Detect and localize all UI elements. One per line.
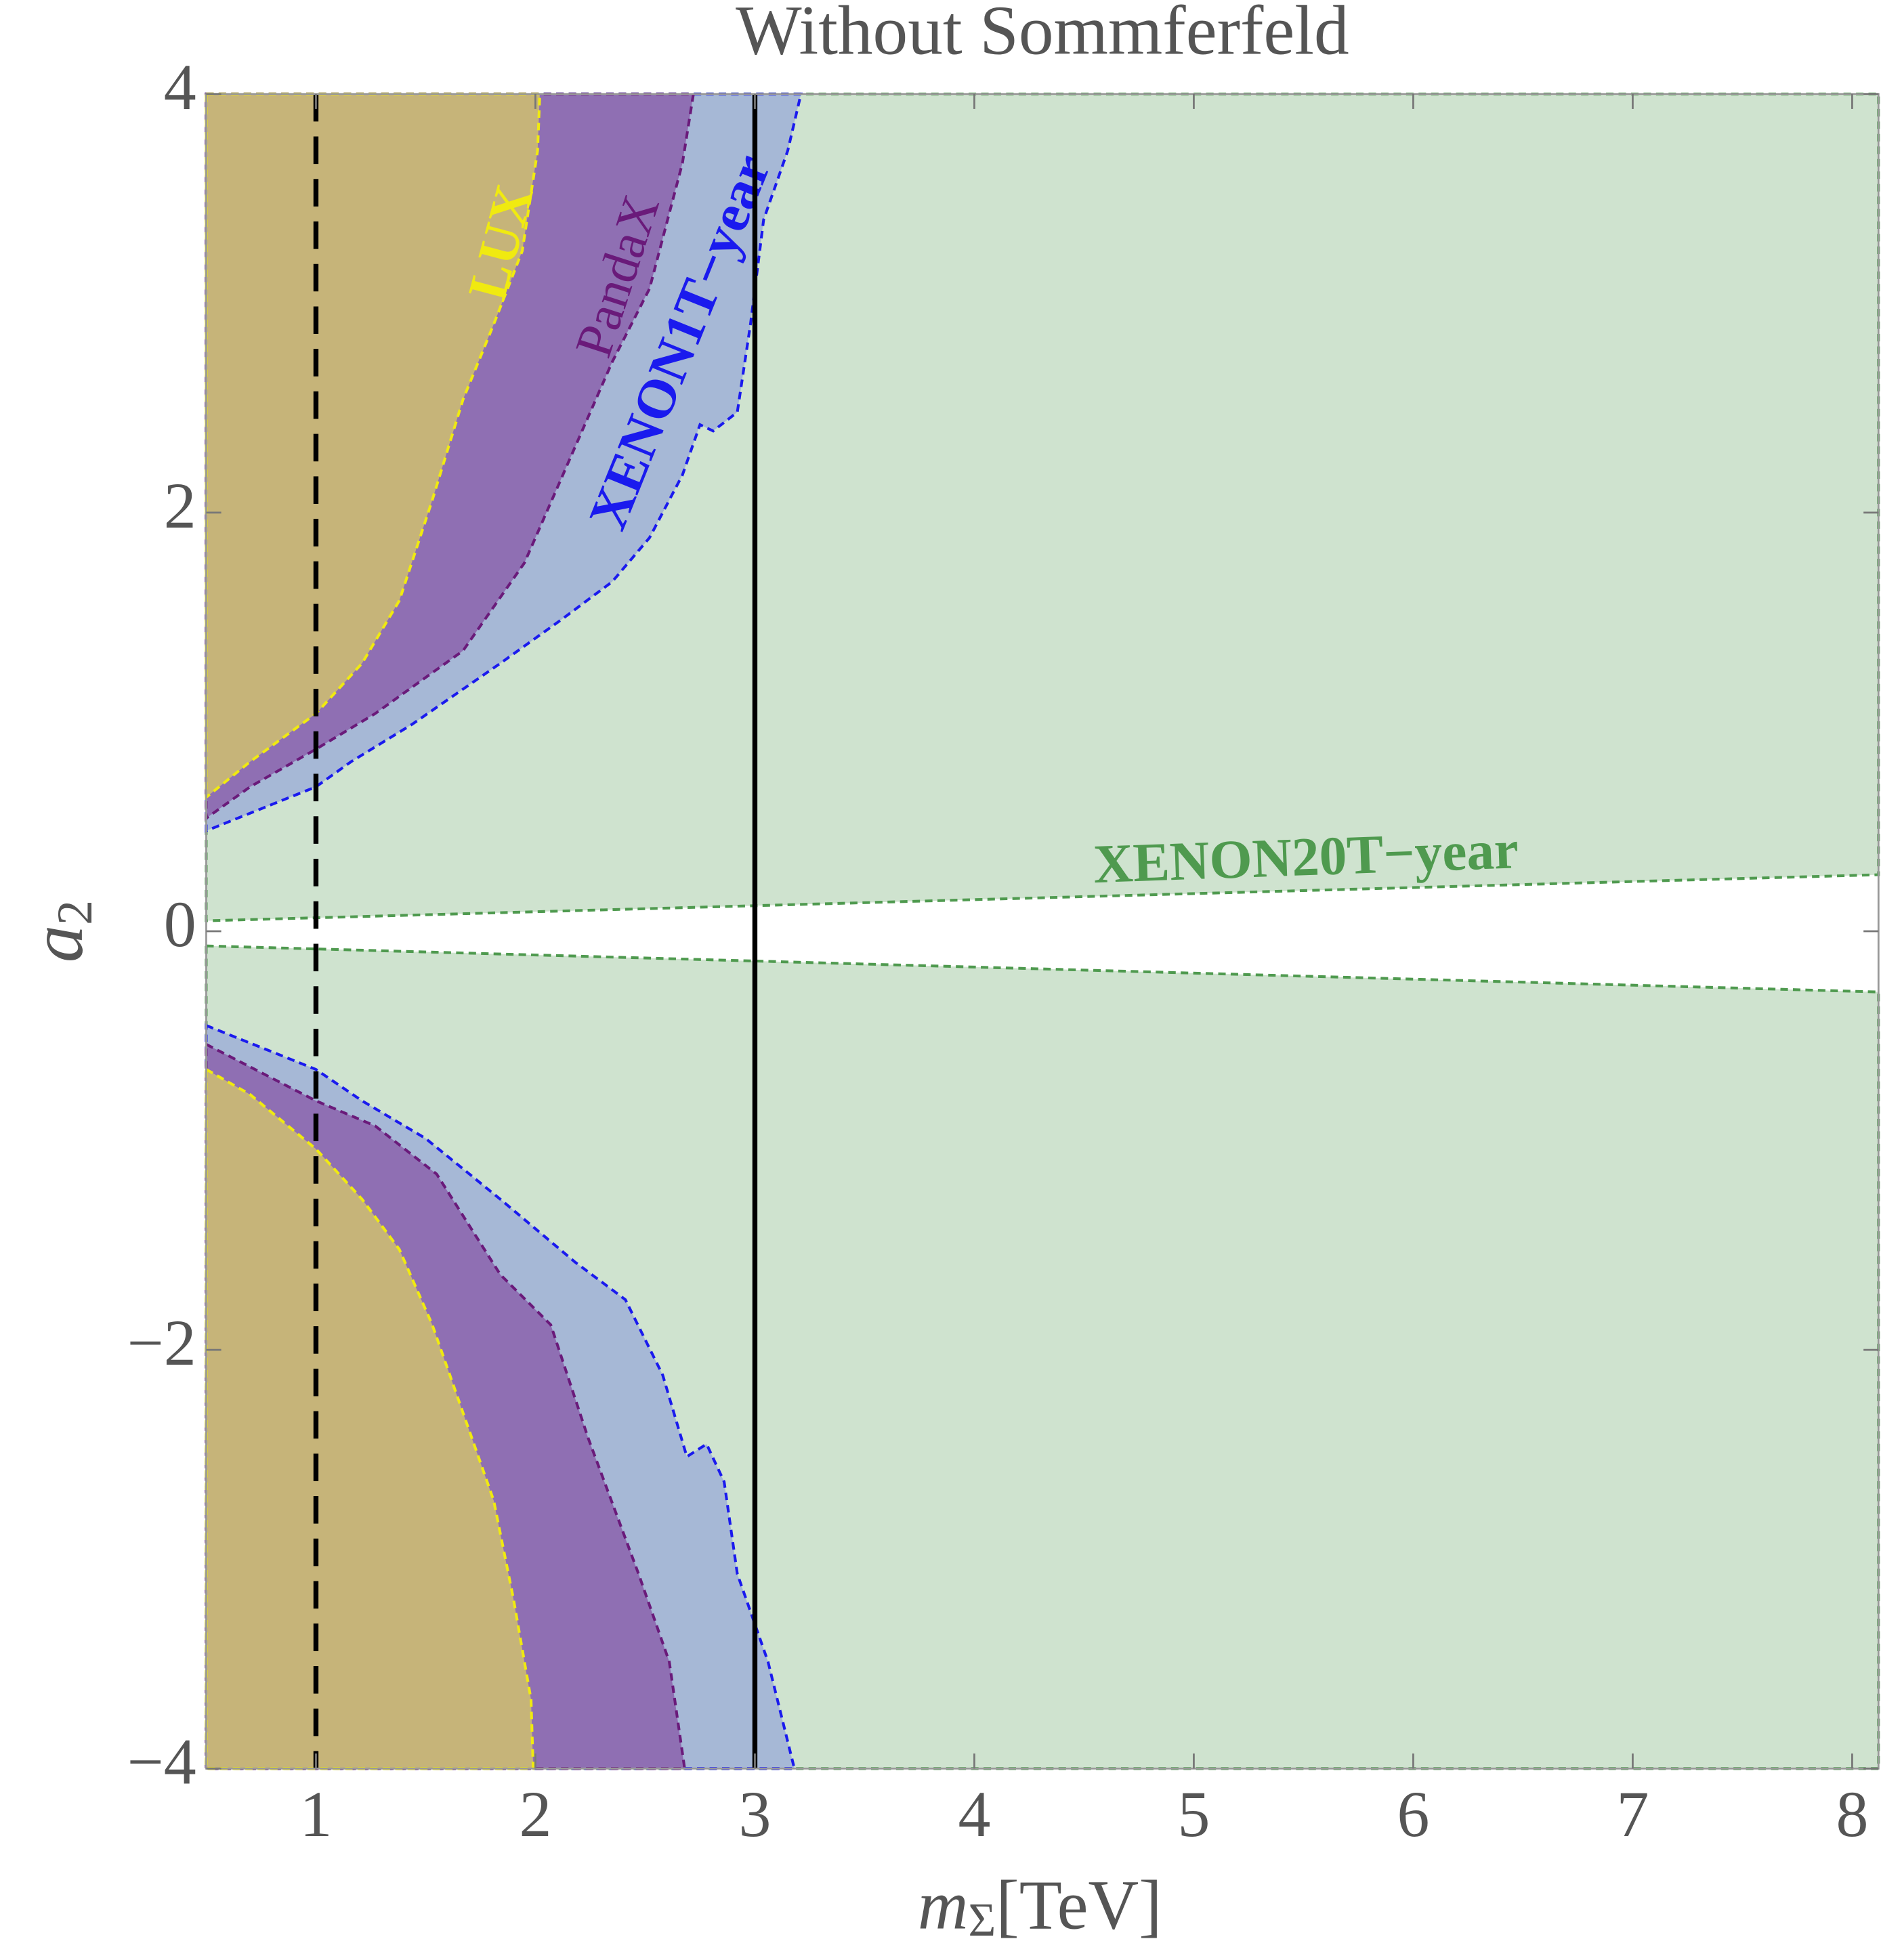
- region-boundary: [205, 92, 803, 1770]
- x-tick-label: 1: [299, 1778, 332, 1850]
- y-label-var: a: [15, 925, 98, 962]
- x-label-var: m: [918, 1867, 969, 1944]
- x-axis-label: mΣ[TeV]: [918, 1867, 1162, 1946]
- y-tick-label: 2: [164, 470, 196, 542]
- y-tick-label: −4: [127, 1726, 196, 1797]
- y-tick-label: 4: [164, 51, 196, 123]
- x-tick-label: 7: [1616, 1778, 1649, 1850]
- y-axis-label: a2: [15, 900, 102, 962]
- x-label-unit: [TeV]: [996, 1867, 1162, 1944]
- y-tick-label: 0: [164, 889, 196, 960]
- chart-title: Without Sommferfeld: [736, 0, 1349, 69]
- region: [206, 93, 540, 1769]
- x-tick-label: 6: [1397, 1778, 1429, 1850]
- x-tick-label: 4: [958, 1778, 990, 1850]
- x-tick-label: 3: [738, 1778, 771, 1850]
- y-tick-label: −2: [127, 1307, 196, 1379]
- region-label: XENON20T−year: [1093, 819, 1520, 895]
- x-label-sub: Σ: [968, 1894, 996, 1946]
- x-tick-label: 8: [1836, 1778, 1868, 1850]
- y-label-sub: 2: [47, 900, 102, 925]
- x-tick-label: 5: [1177, 1778, 1210, 1850]
- x-tick-label: 2: [519, 1778, 551, 1850]
